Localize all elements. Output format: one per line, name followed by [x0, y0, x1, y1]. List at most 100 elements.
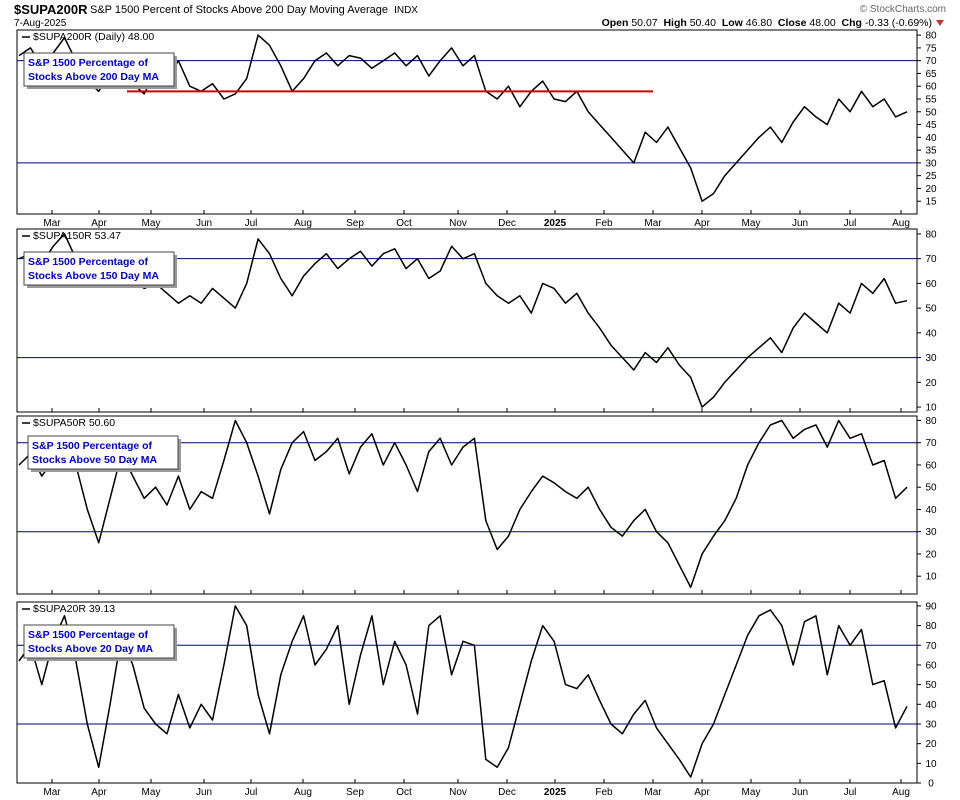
- panel-frame: [16, 228, 918, 413]
- legend-text-line-2: Stocks Above 200 Day MA: [28, 71, 159, 83]
- y-tick-label: 65: [925, 69, 937, 80]
- legend-text-line-1: S&P 1500 Percentage of: [28, 256, 149, 268]
- chart-panel-2: 10 20 30 40 50 60 70 80 $SUPA150R 53.47 S&P 1500 …: [16, 228, 937, 414]
- y-tick-label: 25: [925, 171, 937, 182]
- x-tick-label: Feb: [595, 218, 613, 229]
- panel-label: $SUPA50R 50.60: [33, 417, 115, 429]
- x-tick-label: Mar: [644, 787, 662, 798]
- x-tick-label: Sep: [346, 218, 364, 229]
- ohlc-readout: Open 50.07 High 50.40 Low 46.80 Close 48…: [602, 17, 932, 29]
- y-tick-label: 40: [925, 133, 937, 144]
- x-tick-label: May: [742, 218, 761, 229]
- x-tick-label: Aug: [294, 218, 312, 229]
- close-value: 48.00: [809, 17, 836, 29]
- x-tick-label: Sep: [346, 787, 364, 798]
- legend-text-line-1: S&P 1500 Percentage of: [28, 629, 149, 641]
- y-tick-label: 30: [925, 719, 937, 730]
- x-tick-label: Mar: [644, 218, 662, 229]
- legend-text-line-2: Stocks Above 150 Day MA: [28, 270, 159, 282]
- x-tick-label: Nov: [449, 787, 467, 798]
- x-tick-label: 2025: [544, 218, 567, 229]
- y-tick-label: 40: [925, 328, 937, 339]
- series-line: [18, 419, 908, 589]
- y-tick-label: 90: [925, 601, 937, 612]
- y-tick-label: 20: [925, 184, 937, 195]
- x-tick-label: Apr: [694, 787, 710, 798]
- legend-text-line-2: Stocks Above 50 Day MA: [32, 454, 157, 466]
- close-label: Close: [777, 17, 807, 29]
- y-tick-label: 15: [925, 197, 937, 208]
- y-tick-label: 40: [925, 700, 937, 711]
- y-tick-label: 70: [925, 254, 937, 265]
- high-label: High: [663, 17, 687, 29]
- x-tick-label: Jul: [844, 218, 857, 229]
- y-tick-label: 70: [925, 56, 937, 67]
- legend-box: [23, 52, 175, 87]
- x-tick-label: Mar: [43, 218, 61, 229]
- chg-label: Chg: [841, 17, 862, 29]
- series-line: [18, 605, 908, 778]
- chart-panel-4: 0 10 20 30 40 50 60 70 80 90 $SUPA20R 39.13 S&P 150…: [16, 601, 937, 790]
- y-tick-label: 60: [925, 460, 937, 471]
- legend-text-line-1: S&P 1500 Percentage of: [28, 57, 149, 69]
- y-tick-label: 75: [925, 43, 937, 54]
- x-tick-label: Feb: [595, 787, 613, 798]
- legend-box: [23, 624, 175, 659]
- y-tick-label: 20: [925, 378, 937, 389]
- y-tick-label: 60: [925, 660, 937, 671]
- description-text: S&P 1500 Percent of Stocks Above 200 Day…: [90, 4, 389, 16]
- x-tick-label: Apr: [91, 218, 107, 229]
- down-arrow-icon: [936, 20, 944, 26]
- x-axis-labels-4: Mar Apr May Jun Jul Aug Sep Oct Nov Dec 2025 Feb Mar…: [43, 787, 910, 798]
- y-tick-label: 10: [925, 403, 937, 414]
- x-tick-label: Mar: [43, 787, 61, 798]
- panel-label: $SUPA150R 53.47: [33, 230, 121, 242]
- chart-panel-3: 10 20 30 40 50 60 70 80 $SUPA50R 50.60 S&P 1500 P…: [16, 415, 937, 595]
- low-label: Low: [721, 17, 743, 29]
- y-tick-label: 0: [928, 779, 934, 790]
- x-tick-label: Jun: [196, 787, 212, 798]
- y-tick-label: 20: [925, 739, 937, 750]
- panel-frame: [16, 415, 918, 595]
- y-tick-label: 60: [925, 279, 937, 290]
- y-tick-label: 70: [925, 438, 937, 449]
- y-tick-label: 50: [925, 483, 937, 494]
- open-value: 50.07: [631, 17, 658, 29]
- x-tick-label: Jun: [792, 787, 808, 798]
- y-tick-label: 30: [925, 353, 937, 364]
- x-tick-label: Oct: [396, 218, 412, 229]
- x-tick-label: 2025: [544, 787, 567, 798]
- x-tick-label: Jul: [245, 218, 258, 229]
- symbol-description: S&P 1500 Percent of Stocks Above 200 Day…: [90, 4, 418, 16]
- y-tick-label: 45: [925, 120, 937, 131]
- x-tick-label: Jun: [196, 218, 212, 229]
- y-tick-label: 30: [925, 527, 937, 538]
- y-tick-label: 80: [925, 621, 937, 632]
- y-tick-label: 10: [925, 572, 937, 583]
- x-tick-label: Aug: [892, 218, 910, 229]
- panel-label: $SUPA200R (Daily) 48.00: [33, 31, 154, 43]
- low-value: 46.80: [745, 17, 773, 29]
- x-tick-label: Jul: [245, 787, 258, 798]
- y-tick-label: 50: [925, 680, 937, 691]
- x-tick-label: Oct: [396, 787, 412, 798]
- x-tick-label: May: [742, 787, 761, 798]
- panel-frame: [16, 601, 918, 784]
- x-tick-label: Nov: [449, 218, 467, 229]
- y-tick-label: 80: [925, 229, 937, 240]
- x-tick-label: Jun: [792, 218, 808, 229]
- brand-watermark: © StockCharts.com: [859, 4, 946, 15]
- y-tick-label: 20: [925, 549, 937, 560]
- y-tick-label: 50: [925, 107, 937, 118]
- y-tick-label: 80: [925, 416, 937, 427]
- y-tick-label: 35: [925, 146, 937, 157]
- symbol-title: $SUPA200R: [14, 2, 88, 17]
- x-tick-label: Aug: [892, 787, 910, 798]
- legend-box: [27, 435, 179, 470]
- x-tick-label: Jul: [844, 787, 857, 798]
- x-tick-label: May: [142, 787, 161, 798]
- panel-label: $SUPA20R 39.13: [33, 603, 115, 615]
- exchange-text: INDX: [394, 5, 418, 16]
